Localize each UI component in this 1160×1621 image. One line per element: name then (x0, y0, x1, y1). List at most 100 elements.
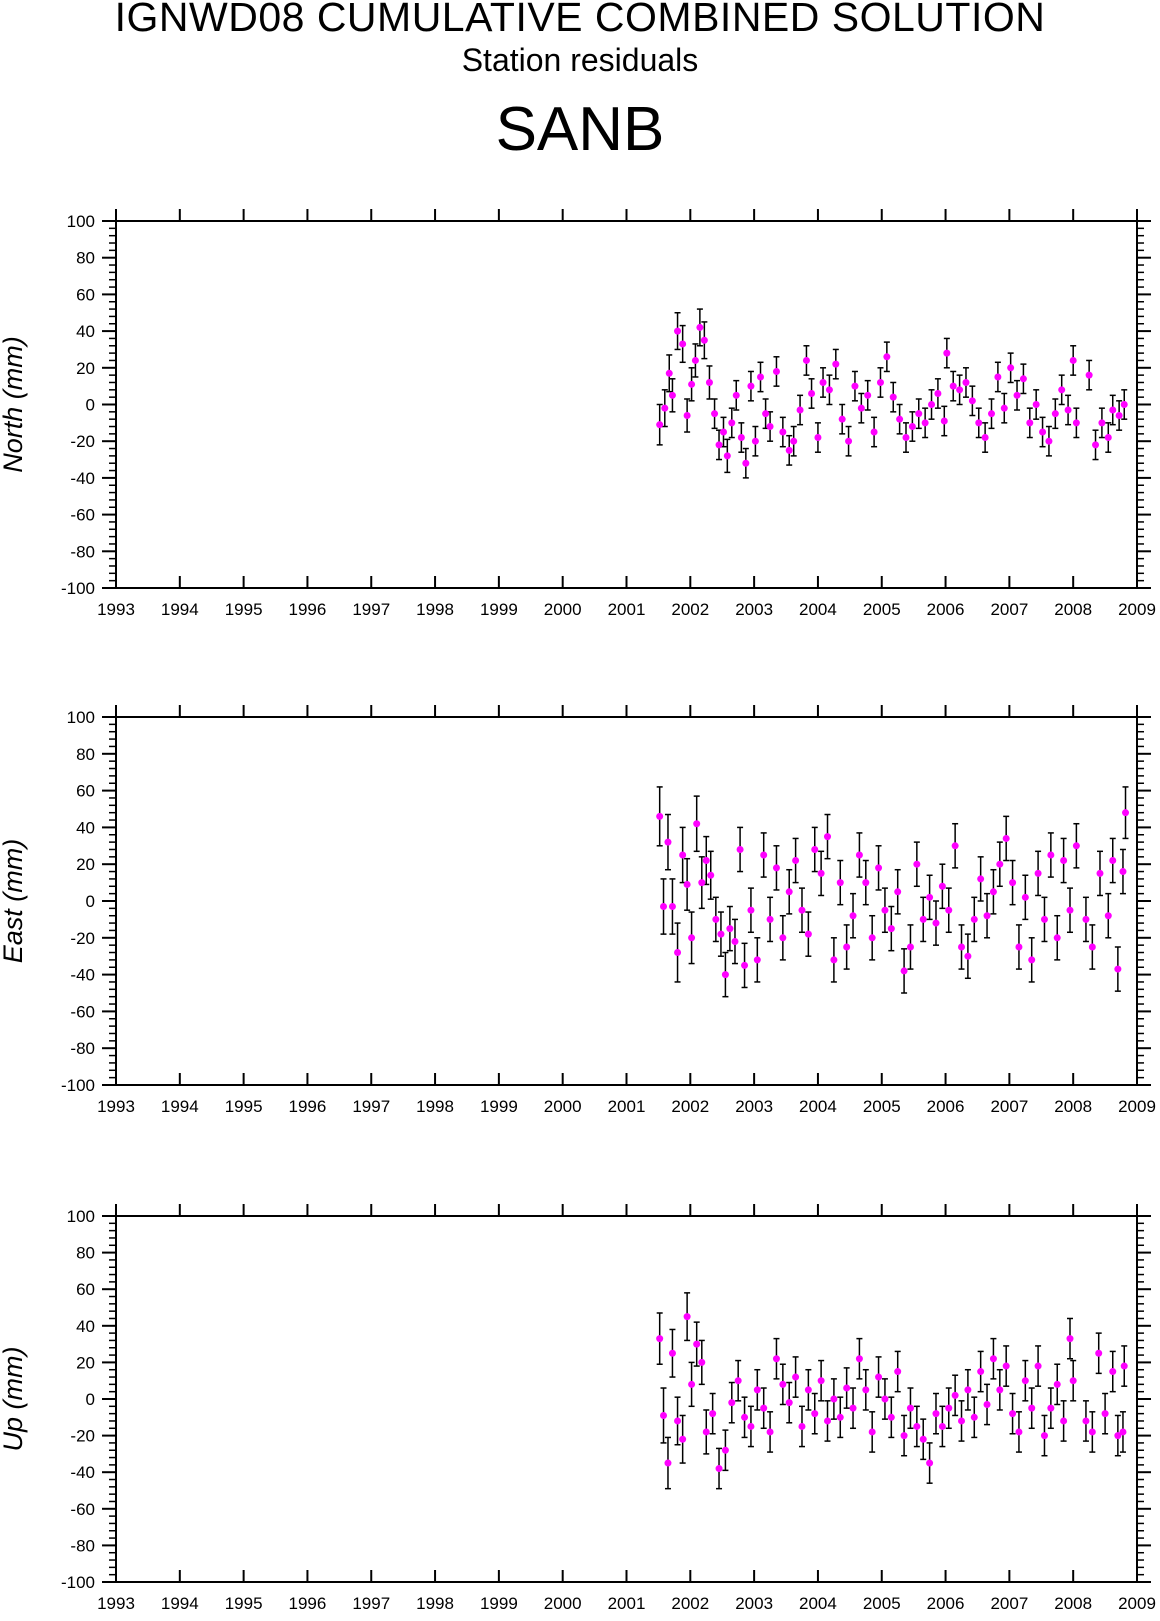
data-point (741, 1413, 749, 1421)
y-tick-label: 0 (86, 892, 95, 911)
x-tick-label: 2008 (1054, 600, 1092, 619)
plot-panel-3: 1993 1994 1995 1996 1997 1998 1999 2000 2001 2002… (0, 1204, 1156, 1613)
x-tick-label: 1999 (480, 1594, 518, 1613)
data-point (1021, 1377, 1029, 1385)
x-tick-label: 2000 (544, 1097, 582, 1116)
data-point (932, 1410, 940, 1418)
data-point (779, 1380, 787, 1388)
y-tick-label: 40 (76, 818, 95, 837)
data-point (988, 410, 996, 418)
x-tick-label: 1995 (225, 600, 263, 619)
data-point (1082, 915, 1090, 923)
plot-panel-1: 1993 1994 1995 1996 1997 1998 1999 2000 2001 2002… (0, 209, 1156, 619)
data-point (934, 389, 942, 397)
data-point (1034, 869, 1042, 877)
data-point (862, 1386, 870, 1394)
y-tick-label: 100 (67, 212, 95, 231)
data-point (693, 1340, 701, 1348)
data-point (1064, 406, 1072, 414)
data-point (665, 369, 673, 377)
data-point (702, 1428, 710, 1436)
data-point (928, 401, 936, 408)
y-tick-label: 100 (67, 708, 95, 727)
data-point (970, 915, 978, 923)
data-point (1009, 879, 1017, 887)
y-tick-label: 80 (76, 1244, 95, 1263)
data-point (968, 397, 976, 405)
data-point (811, 1410, 819, 1418)
data-point (747, 1422, 755, 1430)
data-point (696, 323, 704, 331)
data-point (843, 943, 851, 951)
data-point (824, 1417, 832, 1425)
data-point (1104, 912, 1112, 920)
x-tick-label: 1995 (225, 1097, 263, 1116)
data-point (772, 1355, 780, 1363)
data-point (1098, 419, 1106, 427)
y-axis-label: East (mm) (0, 839, 28, 964)
y-tick-label: 100 (67, 1207, 95, 1226)
data-point (1032, 401, 1040, 408)
data-point (1082, 1417, 1090, 1425)
data-point (737, 434, 745, 442)
x-tick-label: 1996 (289, 1594, 327, 1613)
x-tick-label: 2007 (990, 600, 1028, 619)
data-point (709, 1410, 717, 1418)
data-point (1002, 834, 1010, 842)
data-point (804, 930, 812, 938)
x-tick-label: 2006 (927, 1594, 965, 1613)
x-tick-label: 1993 (97, 1594, 135, 1613)
y-tick-label: -40 (70, 469, 95, 488)
data-point (674, 327, 682, 335)
x-tick-label: 1993 (97, 600, 135, 619)
data-point (1040, 1432, 1048, 1440)
data-point (712, 915, 720, 923)
data-point (1119, 868, 1127, 876)
y-tick-label: 0 (86, 1390, 95, 1409)
data-point (798, 906, 806, 914)
data-point (792, 857, 800, 865)
data-point (721, 971, 729, 979)
x-tick-label: 1994 (161, 600, 199, 619)
data-point (977, 1368, 985, 1376)
x-tick-label: 2001 (608, 1594, 646, 1613)
x-tick-label: 2009 (1118, 1097, 1156, 1116)
data-point (864, 391, 872, 399)
data-point (674, 949, 682, 957)
y-tick-label: -20 (70, 929, 95, 948)
data-point (751, 437, 759, 445)
data-point (1066, 906, 1074, 914)
data-point (887, 925, 895, 933)
data-point (1007, 364, 1015, 372)
data-point (1013, 391, 1021, 399)
data-point (728, 1399, 736, 1407)
data-point (766, 1428, 774, 1436)
data-point (679, 1435, 687, 1443)
data-point (849, 912, 857, 920)
data-point (1092, 441, 1100, 449)
data-point (1051, 410, 1059, 418)
data-point (845, 437, 853, 445)
x-tick-label: 2008 (1054, 1594, 1092, 1613)
x-tick-label: 1996 (289, 600, 327, 619)
data-point (742, 459, 750, 467)
data-point (983, 1400, 991, 1408)
data-point (664, 838, 672, 846)
x-tick-label: 2007 (990, 1594, 1028, 1613)
data-point (753, 956, 761, 964)
data-point (656, 812, 664, 820)
data-point (830, 956, 838, 964)
data-point (938, 882, 946, 890)
data-point (875, 1373, 883, 1381)
data-point (664, 1459, 672, 1467)
data-point (881, 1395, 889, 1403)
data-point (817, 869, 825, 877)
data-point (785, 446, 793, 454)
data-point (668, 903, 676, 911)
x-tick-label: 2005 (863, 1097, 901, 1116)
x-tick-label: 2005 (863, 600, 901, 619)
data-point (862, 879, 870, 887)
data-point (700, 336, 708, 344)
data-point (1115, 412, 1123, 420)
y-tick-label: -60 (70, 1002, 95, 1021)
